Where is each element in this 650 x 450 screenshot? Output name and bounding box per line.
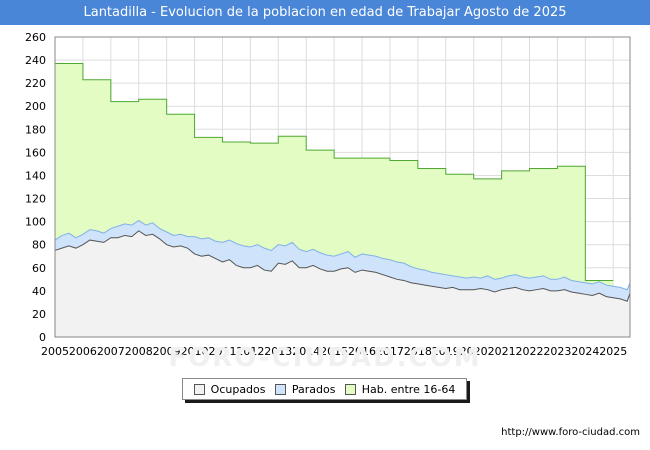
x-tick-label: 2010 [181, 345, 209, 358]
x-tick-label: 2013 [264, 345, 292, 358]
legend-label-hab: Hab. entre 16-64 [361, 382, 456, 396]
legend-label-parados: Parados [291, 382, 336, 396]
x-tick-label: 2014 [292, 345, 320, 358]
y-tick-label: 60 [32, 262, 46, 275]
series-ocupados-line [54, 230, 631, 302]
x-tick-label: 2008 [125, 345, 153, 358]
y-tick-label: 260 [25, 31, 46, 44]
source-url: http://www.foro-ciudad.com [501, 427, 640, 438]
legend-item-hab: Hab. entre 16-64 [344, 382, 456, 396]
y-tick-label: 20 [32, 308, 46, 321]
watermark: FORO-CIUDAD.COM [168, 343, 482, 373]
x-tick-label: 2015 [320, 345, 348, 358]
y-tick-label: 140 [25, 169, 46, 182]
series-hab-line [55, 63, 614, 281]
legend-item-ocupados: Ocupados [193, 382, 266, 396]
x-tick-label: 2006 [69, 345, 97, 358]
chart-title: Lantadilla - Evolucion de la poblacion e… [0, 0, 650, 25]
y-tick-label: 100 [25, 216, 46, 229]
plot-border [54, 36, 631, 338]
y-tick-label: 120 [25, 193, 46, 206]
x-tick-label: 2022 [516, 345, 544, 358]
y-tick-label: 80 [32, 239, 46, 252]
y-tick-label: 160 [25, 146, 46, 159]
x-tick-label: 2011 [208, 345, 236, 358]
series-layer [54, 63, 631, 338]
y-tick-label: 200 [25, 100, 46, 113]
legend-item-parados: Parados [274, 382, 336, 396]
legend-swatch-parados [274, 383, 286, 395]
y-tick-label: 40 [32, 285, 46, 298]
x-tick-label: 2016 [348, 345, 376, 358]
series-ocupados-area [55, 230, 630, 337]
x-tick-label: 2019 [432, 345, 460, 358]
x-tick-label: 2017 [376, 345, 404, 358]
x-tick-label: 2007 [97, 345, 125, 358]
x-tick-label: 2020 [460, 345, 488, 358]
x-tick-label: 2024 [571, 345, 599, 358]
y-tick-label: 240 [25, 54, 46, 67]
x-tick-label: 2005 [41, 345, 69, 358]
axis-layer: 0 20 40 60 80 100 120 140 160 180 200 220 240 260 2005… [25, 31, 631, 358]
y-tick-label: 180 [25, 123, 46, 136]
x-tick-label: 2009 [153, 345, 181, 358]
legend-swatch-ocupados [193, 383, 205, 395]
series-parados-line [54, 219, 631, 291]
x-tick-label: 2012 [236, 345, 264, 358]
x-tick-label: 2023 [543, 345, 571, 358]
x-tick-label: 2018 [404, 345, 432, 358]
legend: Ocupados Parados Hab. entre 16-64 [182, 378, 467, 400]
legend-swatch-hab [344, 383, 356, 395]
x-tick-label: 2021 [488, 345, 516, 358]
y-tick-label: 0 [39, 331, 46, 344]
legend-label-ocupados: Ocupados [210, 382, 266, 396]
y-tick-label: 220 [25, 77, 46, 90]
x-tick-label: 2025 [599, 345, 627, 358]
